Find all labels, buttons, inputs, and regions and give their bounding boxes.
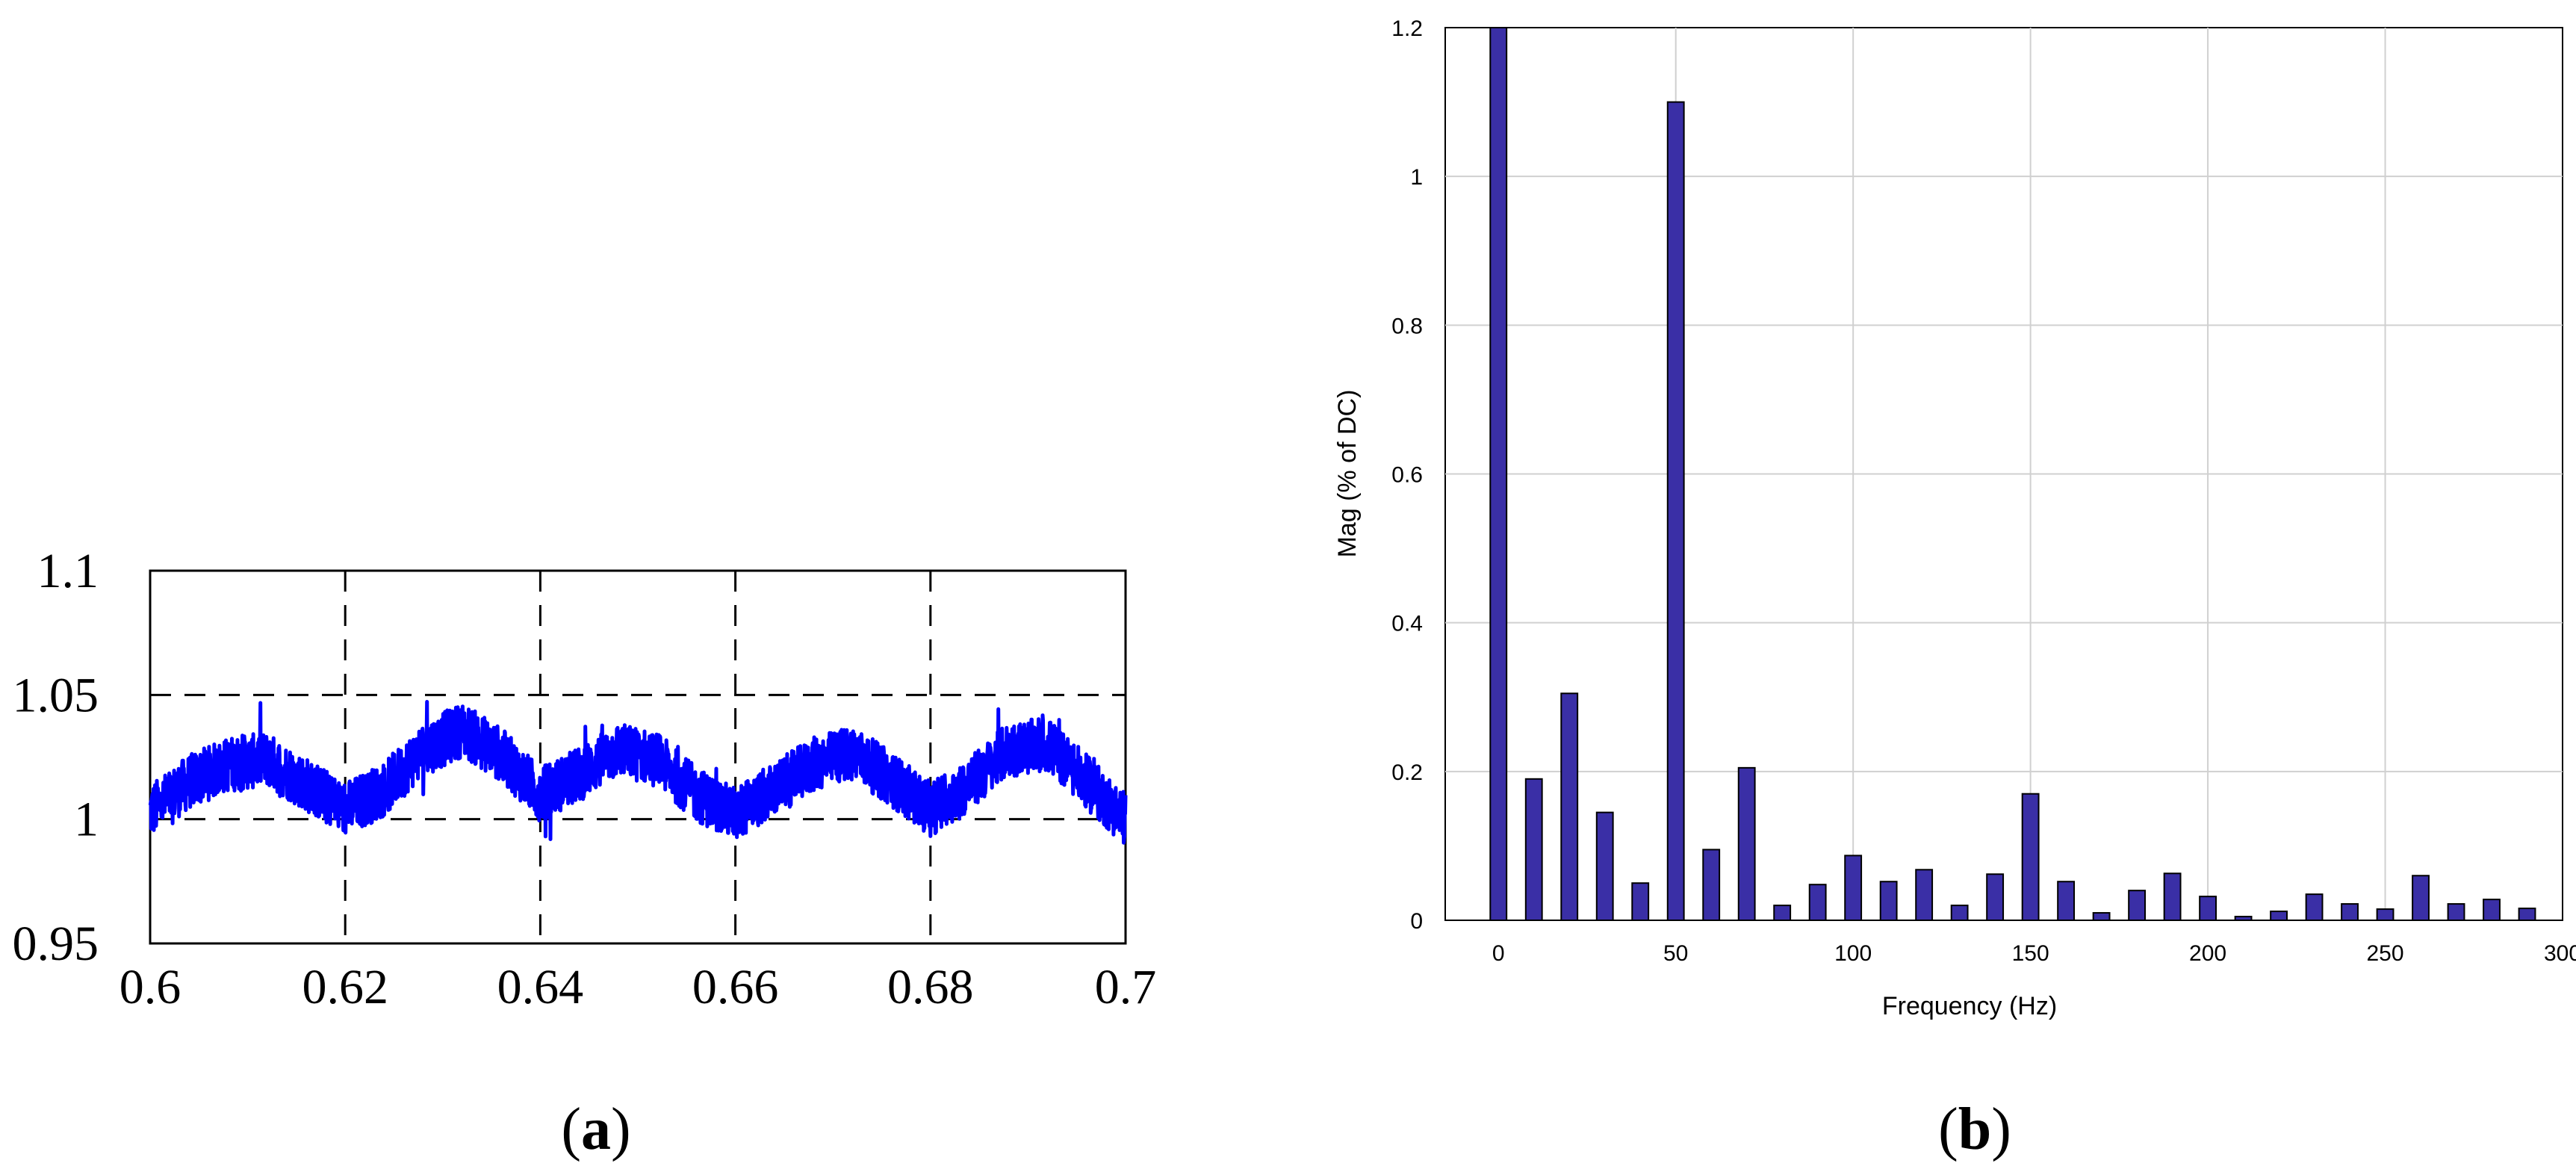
panel-b-bar [2376,908,2395,921]
panel-b-bars [1489,27,2536,922]
panel-b-x-tick-label: 300 [2544,941,2576,966]
panel-b-bar [2234,916,2253,922]
panel-b-y-tick-label: 0.2 [1391,760,1423,785]
panel-a-x-tick-label: 0.7 [1095,960,1157,1014]
panel-b-bar [1915,869,1934,921]
panel-b-x-tick-label: 250 [2367,941,2404,966]
panel-b-y-tick-label: 0.6 [1391,463,1423,488]
panel-a-chart: 0.6 0.62 0.64 0.66 0.68 0.7 0.95 1 1.05 1.1 [13,544,1157,1014]
panel-a-y-tick-label: 0.95 [13,917,99,971]
panel-b-bar [2199,896,2217,921]
panel-b-y-tick-label: 0.4 [1391,612,1423,636]
panel-b-bar [2518,908,2536,921]
panel-b-x-tick-label: 150 [2012,941,2049,966]
panel-a-y-tick-label: 1.05 [13,668,99,722]
panel-b-bar [1986,873,2005,921]
panel-a-y-tick-label: 1 [74,793,99,847]
panel-b-bar [2447,903,2465,922]
panel-a-x-tick-label: 0.62 [302,960,388,1014]
panel-b-bar [2057,881,2076,922]
panel-b-x-tick-label: 200 [2189,941,2226,966]
panel-b-bar [1666,101,1685,921]
panel-b-y-tick-label: 1.2 [1391,16,1423,41]
panel-b-bar [2270,911,2288,922]
panel-b-y-tick-label: 1 [1410,165,1423,190]
panel-b-x-tick-label: 0 [1492,941,1505,966]
panel-b-y-ticks: 0 0.2 0.4 0.6 0.8 1 1.2 [1391,16,1423,934]
panel-b-bar [1631,882,1650,922]
panel-b-bar [1702,849,1721,922]
panel-a-x-tick-label: 0.6 [120,960,181,1014]
panel-b-x-tick-label: 100 [1834,941,1872,966]
panel-b-x-axis-label: Frequency (Hz) [1882,992,2057,1020]
panel-a-y-tick-label: 1.1 [37,544,99,598]
panel-a-x-tick-label: 0.64 [497,960,584,1014]
panel-a-series [148,700,1128,845]
panel-b-y-tick-label: 0.8 [1391,314,1423,338]
panel-b-bar [1737,766,1756,921]
panel-b-bar [2305,893,2324,922]
panel-b-label: (b) [1938,1097,2011,1162]
panel-b-bar [2341,903,2359,922]
panel-b-bar [1950,905,1969,922]
panel-b-bar [1524,778,1543,921]
panel-b-x-ticks: 0 50 100 150 200 250 300 [1492,941,2576,966]
panel-b-bar [1489,27,1508,921]
panel-a-signal-line [148,700,1128,845]
panel-b-bar [1773,905,1792,922]
panel-b-bar [1844,855,1863,922]
panel-a-x-ticks: 0.6 0.62 0.64 0.66 0.68 0.7 [120,960,1157,1014]
panel-b-bar [1808,884,1827,921]
panel-b-bar [2092,912,2111,921]
panel-b-y-tick-label: 0 [1410,909,1423,934]
panel-b-bar [2128,890,2147,921]
panel-a-label: (a) [561,1097,630,1162]
panel-a-x-tick-label: 0.66 [692,960,779,1014]
panel-b-bar [1560,692,1579,921]
panel-b-bar [1595,811,1614,921]
panel-b-chart: 0 50 100 150 200 250 300 0 0.2 0.4 0.6 0.8 1 1.2 Fre… [1333,16,2576,1020]
panel-b-x-tick-label: 50 [1663,941,1688,966]
panel-a-y-ticks: 0.95 1 1.05 1.1 [13,544,99,971]
panel-b-bar [2412,875,2430,921]
panel-a-grid [150,571,1126,943]
panel-b-bar [2483,899,2501,922]
panel-b-bar [2163,872,2182,921]
panel-b-bar [2021,793,2040,922]
panel-a-x-tick-label: 0.68 [887,960,974,1014]
panel-b-y-axis-label: Mag (% of DC) [1333,390,1362,558]
panel-b-bar [1879,881,1898,922]
